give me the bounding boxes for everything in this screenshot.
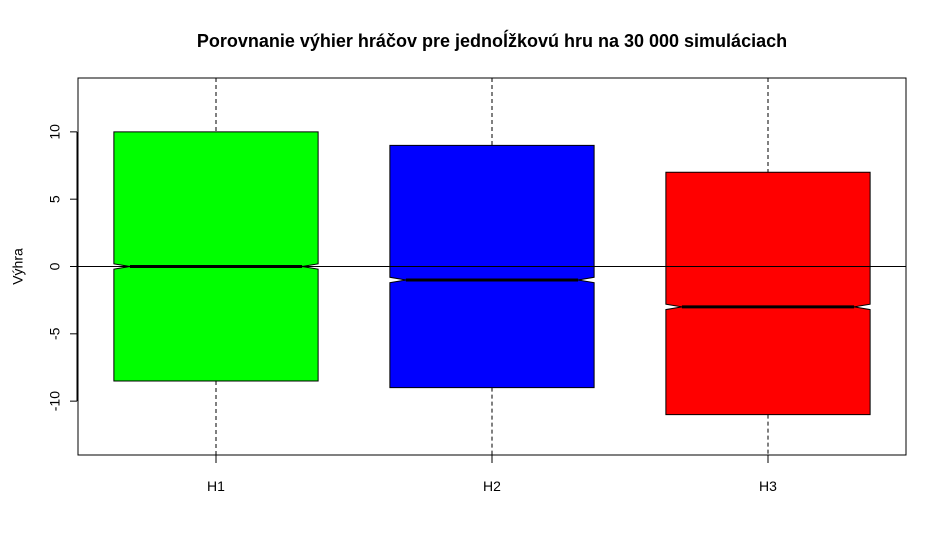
y-axis: -10 -5 0 5 10 [47, 124, 78, 411]
x-axis: H1 H2 H3 [207, 455, 777, 494]
y-axis-label: Výhra [10, 248, 26, 285]
box-h1 [113, 131, 319, 382]
y-tick-label: 0 [47, 262, 63, 270]
chart-title: Porovnanie výhier hráčov pre jednoĺžkovú… [197, 30, 787, 51]
x-tick-label-h3: H3 [759, 478, 777, 494]
y-tick-label: 5 [47, 195, 63, 203]
y-tick-label: -10 [47, 391, 63, 411]
y-tick-label: -5 [47, 327, 63, 340]
box-h3 [665, 171, 871, 416]
y-tick-label: 10 [47, 124, 63, 140]
x-tick-label-h2: H2 [483, 478, 501, 494]
x-tick-label-h1: H1 [207, 478, 225, 494]
